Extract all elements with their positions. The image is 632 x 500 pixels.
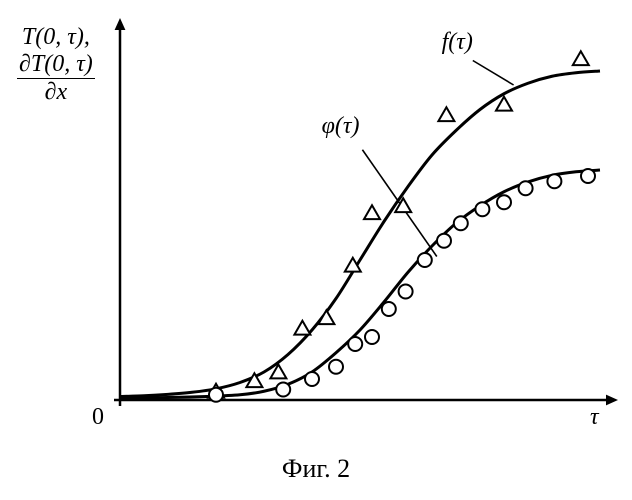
marker-circle: [497, 195, 511, 209]
marker-circle: [365, 330, 379, 344]
curve-label-phi: φ(τ): [322, 113, 360, 140]
marker-triangle: [294, 321, 310, 335]
marker-circle: [329, 360, 343, 374]
y-axis-label: T(0, τ), ∂T(0, τ) ∂x: [17, 24, 95, 106]
marker-triangle: [438, 107, 454, 121]
marker-circle: [382, 302, 396, 316]
leader-f: [473, 61, 514, 86]
marker-circle: [437, 234, 451, 248]
y-axis-label-denominator: ∂x: [17, 79, 95, 106]
marker-triangle: [573, 51, 589, 65]
figure-container: T(0, τ), ∂T(0, τ) ∂x 0 τ f(τ) φ(τ) Фиг. …: [0, 0, 632, 500]
marker-circle: [418, 253, 432, 267]
figure-caption: Фиг. 2: [0, 454, 632, 484]
marker-circle: [475, 202, 489, 216]
x-axis-label: τ: [590, 404, 599, 431]
origin-label-text: 0: [92, 404, 104, 430]
marker-circle: [276, 383, 290, 397]
marker-triangle: [364, 205, 380, 219]
marker-circle: [519, 181, 533, 195]
curve-phi: [120, 170, 600, 398]
marker-circle: [209, 388, 223, 402]
marker-circle: [454, 216, 468, 230]
marker-circle: [399, 285, 413, 299]
origin-label: 0: [92, 404, 104, 431]
marker-circle: [547, 174, 561, 188]
curve-label-f-text: f(τ): [442, 29, 473, 55]
marker-circle: [581, 169, 595, 183]
figure-caption-text: Фиг. 2: [282, 454, 350, 483]
y-axis-label-numerator: ∂T(0, τ): [17, 51, 95, 79]
marker-triangle: [496, 97, 512, 111]
y-axis-label-fraction: ∂T(0, τ) ∂x: [17, 51, 95, 106]
curve-label-f: f(τ): [442, 29, 473, 56]
x-axis-label-text: τ: [590, 404, 599, 430]
curve-label-phi-text: φ(τ): [322, 113, 360, 139]
y-axis-label-line1: T(0, τ),: [22, 24, 90, 50]
marker-circle: [348, 337, 362, 351]
marker-circle: [305, 372, 319, 386]
